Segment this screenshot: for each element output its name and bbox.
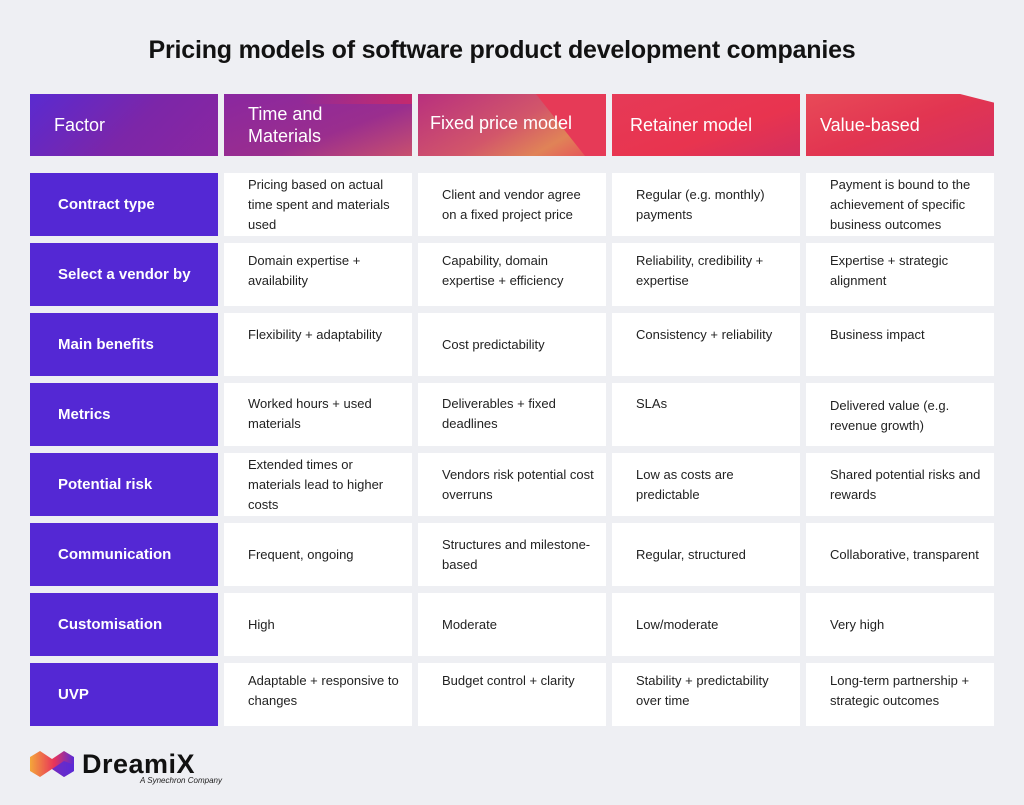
factor-uvp: UVP bbox=[30, 663, 218, 726]
table-cell: Reliability, credibility + expertise bbox=[612, 243, 800, 306]
table-cell: High bbox=[224, 593, 412, 656]
factor-customisation: Customisation bbox=[30, 593, 218, 656]
table-cell: Moderate bbox=[418, 593, 606, 656]
table-cell: Long-term partnership + strategic outcom… bbox=[806, 663, 994, 726]
factor-select-vendor: Select a vendor by bbox=[30, 243, 218, 306]
table-cell: Frequent, ongoing bbox=[224, 523, 412, 586]
table-cell: Flexibility + adaptability bbox=[224, 313, 412, 376]
table-cell: Structures and milestone-based bbox=[418, 523, 606, 586]
header-label: Factor bbox=[54, 115, 106, 135]
header-label: Retainer model bbox=[630, 115, 753, 135]
table-cell: Worked hours + used materials bbox=[224, 383, 412, 446]
table-cell: Consistency + reliability bbox=[612, 313, 800, 376]
table-cell: Low/moderate bbox=[612, 593, 800, 656]
table-cell: Budget control + clarity bbox=[418, 663, 606, 726]
table-cell: Collaborative, transparent bbox=[806, 523, 994, 586]
page-title: Pricing models of software product devel… bbox=[148, 36, 856, 64]
table-cell: Pricing based on actual time spent and m… bbox=[224, 173, 412, 236]
factor-potential-risk: Potential risk bbox=[30, 453, 218, 516]
dreamix-logo-icon bbox=[30, 751, 74, 777]
pricing-table: Factor Time and Materials Fixed price mo… bbox=[30, 94, 994, 733]
table-cell: Adaptable + responsive to changes bbox=[224, 663, 412, 726]
header-value-based: Value-based bbox=[806, 94, 994, 156]
brand-name: DreamiX bbox=[82, 749, 196, 779]
table-cell: Deliverables + fixed deadlines bbox=[418, 383, 606, 446]
header-label: Fixed price model bbox=[430, 113, 573, 133]
table-cell: Payment is bound to the achievement of s… bbox=[806, 173, 994, 236]
factor-communication: Communication bbox=[30, 523, 218, 586]
header-factor: Factor bbox=[30, 94, 218, 156]
table-cell: Expertise + strategic alignment bbox=[806, 243, 994, 306]
table-cell: Cost predictability bbox=[418, 313, 606, 376]
brand-tagline: A Synechron Company bbox=[140, 776, 222, 785]
table-cell: Delivered value (e.g. revenue growth) bbox=[806, 383, 994, 446]
table-cell: Stability + predictability over time bbox=[612, 663, 800, 726]
table-cell: Business impact bbox=[806, 313, 994, 376]
table-cell: Vendors risk potential cost overruns bbox=[418, 453, 606, 516]
header-time-and-materials: Time and Materials bbox=[224, 94, 412, 156]
header-fixed-price: Fixed price model bbox=[418, 94, 606, 156]
table-cell: Regular (e.g. monthly) payments bbox=[612, 173, 800, 236]
table-cell: Low as costs are predictable bbox=[612, 453, 800, 516]
table-cell: SLAs bbox=[612, 383, 800, 446]
table-cell: Extended times or materials lead to high… bbox=[224, 453, 412, 516]
header-label: Time and Materials bbox=[248, 104, 323, 146]
header-label: Value-based bbox=[820, 115, 920, 135]
table-cell: Regular, structured bbox=[612, 523, 800, 586]
table-cell: Shared potential risks and rewards bbox=[806, 453, 994, 516]
factor-metrics: Metrics bbox=[30, 383, 218, 446]
factor-main-benefits: Main benefits bbox=[30, 313, 218, 376]
header-retainer: Retainer model bbox=[612, 94, 800, 156]
table-cell: Capability, domain expertise + efficienc… bbox=[418, 243, 606, 306]
dreamix-logo: DreamiX bbox=[30, 749, 196, 779]
table-cell: Client and vendor agree on a fixed proje… bbox=[418, 173, 606, 236]
header-gap bbox=[30, 156, 994, 173]
factor-contract-type: Contract type bbox=[30, 173, 218, 236]
table-cell: Very high bbox=[806, 593, 994, 656]
table-cell: Domain expertise + availability bbox=[224, 243, 412, 306]
